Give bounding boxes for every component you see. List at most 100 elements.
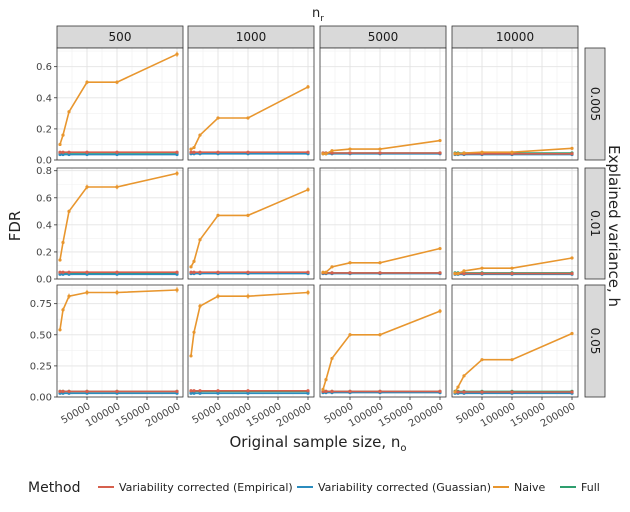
panel-1000-0.005 [187, 47, 315, 161]
legend: Method Variability corrected (Empirical)… [28, 480, 600, 496]
y-tick-label: 0.50 [30, 330, 52, 341]
data-point-guassian [85, 152, 89, 157]
data-point-guassian [306, 391, 310, 395]
panel-500-0.05 [56, 284, 184, 398]
panel-10000-0.005 [451, 47, 579, 161]
row-strip-label-0.01: 0.01 [588, 210, 602, 237]
data-point-empirical [216, 270, 220, 274]
data-point-empirical [306, 270, 310, 274]
x-tick-label: 200000 [275, 401, 314, 430]
row-facet-title: Explained variance, h [605, 145, 623, 307]
data-point-empirical [324, 389, 328, 393]
row-strip-0.005 [584, 47, 606, 161]
data-point-empirical [348, 151, 352, 155]
data-point-guassian [115, 152, 119, 157]
y-tick-label: 0.0 [36, 156, 52, 167]
data-point-empirical [115, 389, 119, 393]
data-point-empirical [246, 150, 250, 154]
data-point-empirical [58, 270, 62, 274]
data-point-guassian [192, 391, 196, 395]
data-point-empirical [189, 150, 193, 154]
data-point-empirical [306, 150, 310, 154]
series-line-naive [59, 289, 178, 330]
data-point-empirical [61, 270, 65, 274]
legend-label-naive: Naive [514, 481, 546, 494]
data-point-empirical [510, 271, 514, 276]
y-tick-label: 0.8 [36, 166, 52, 177]
panel-500-0.005 [56, 47, 184, 161]
data-point-empirical [378, 389, 382, 393]
panel-background [320, 285, 446, 397]
series-line-naive [59, 53, 178, 145]
data-point-empirical [61, 150, 65, 154]
y-tick-label: 0.4 [36, 93, 52, 104]
y-tick-label: 0.2 [36, 124, 52, 135]
legend-item-empirical: Variability corrected (Empirical) [98, 481, 293, 494]
data-point-guassian [61, 152, 65, 157]
data-point-empirical [216, 150, 220, 154]
data-point-empirical [462, 271, 466, 276]
data-point-empirical [456, 390, 460, 394]
data-point-empirical [306, 389, 310, 393]
y-tick-label: 0.6 [36, 193, 52, 204]
column-strip-label-1000: 1000 [236, 30, 267, 44]
legend-label-guassian: Variability corrected (Guassian) [318, 481, 491, 494]
panel-border [56, 167, 184, 280]
data-point-empirical [462, 390, 466, 394]
panel-border [451, 167, 579, 280]
row-strip-label-0.005: 0.005 [588, 87, 602, 121]
data-point-empirical [570, 271, 574, 276]
data-point-empirical [85, 389, 89, 393]
data-point-empirical [189, 270, 193, 274]
series-line-naive [322, 310, 441, 390]
data-point-guassian [198, 391, 202, 395]
data-point-guassian [175, 152, 179, 157]
data-point-empirical [175, 150, 179, 154]
data-point-empirical [246, 270, 250, 274]
data-point-guassian [216, 391, 220, 395]
data-point-guassian [58, 152, 62, 157]
y-tick-label: 0.00 [30, 393, 52, 404]
legend-item-naive: Naive [493, 481, 546, 494]
legend-item-full: Full [560, 481, 600, 494]
panel-5000-0.005 [319, 47, 447, 161]
x-tick-label: 200000 [539, 401, 578, 430]
panel-background [57, 48, 183, 160]
data-point-empirical [480, 390, 484, 394]
legend-item-guassian: Variability corrected (Guassian) [297, 481, 491, 494]
data-point-empirical [61, 389, 65, 393]
panel-border [187, 167, 315, 280]
y-tick-label: 0.2 [36, 247, 52, 258]
data-point-empirical [192, 389, 196, 393]
panel-border [187, 47, 315, 161]
x-tick-label: 200000 [407, 401, 446, 430]
data-point-empirical [510, 390, 514, 394]
data-point-empirical [330, 389, 334, 393]
data-point-empirical [67, 150, 71, 154]
panel-5000-0.01 [319, 167, 447, 280]
panel-border [56, 284, 184, 398]
data-point-empirical [115, 270, 119, 274]
data-point-empirical [115, 150, 119, 154]
panel-500-0.01 [56, 167, 184, 280]
data-point-empirical [58, 389, 62, 393]
row-strip-label-0.05: 0.05 [588, 328, 602, 355]
series-line-naive [190, 291, 309, 357]
legend-label-full: Full [581, 481, 600, 494]
panel-5000-0.05 [319, 284, 447, 398]
data-point-empirical [192, 270, 196, 274]
legend-title: Method [28, 480, 81, 496]
data-point-empirical [85, 150, 89, 154]
panel-10000-0.01 [451, 167, 579, 280]
data-point-empirical [438, 271, 442, 275]
panel-1000-0.01 [187, 167, 315, 280]
panel-background [57, 168, 183, 279]
y-axis-label: FDR [6, 211, 24, 242]
panel-background [452, 285, 578, 397]
y-tick-label: 0.6 [36, 62, 52, 73]
data-point-empirical [480, 271, 484, 276]
panel-border [319, 284, 447, 398]
data-point-empirical [438, 151, 442, 155]
panel-border [187, 284, 315, 398]
y-tick-label: 0.75 [30, 299, 52, 310]
